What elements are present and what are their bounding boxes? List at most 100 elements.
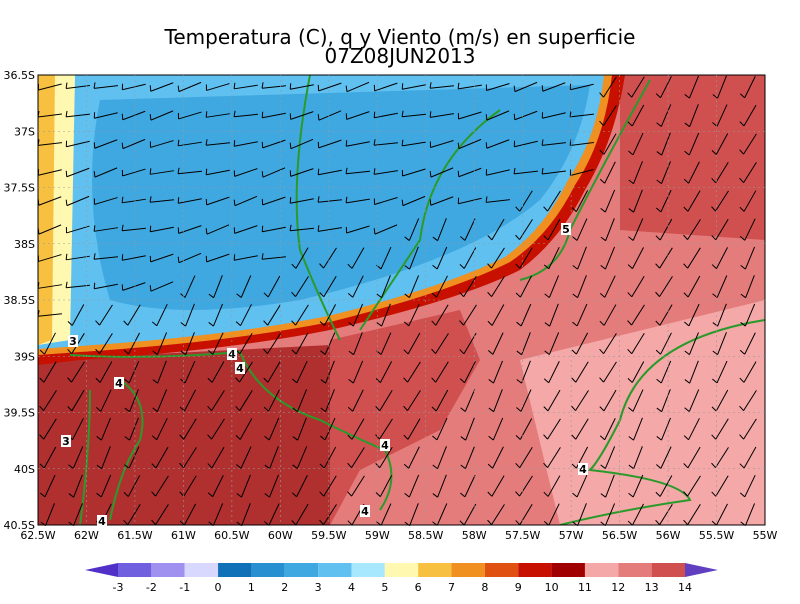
x-axis-label: 60.5W <box>214 529 249 542</box>
barb-tick <box>66 254 67 260</box>
colorbar-segment <box>218 563 251 577</box>
colorbar-label: 6 <box>415 581 422 594</box>
colorbar-segment <box>552 563 585 577</box>
x-axis-label: 55.5W <box>699 529 734 542</box>
barb-tick <box>38 199 39 205</box>
colorbar-segment <box>618 563 651 577</box>
y-axis-label: 38S <box>14 238 35 251</box>
colorbar-label: 12 <box>611 581 625 594</box>
barb-tick <box>206 111 207 117</box>
colorbar-label: 13 <box>645 581 659 594</box>
barb-tick <box>150 85 151 91</box>
barb-tick <box>318 225 319 231</box>
x-axis-label: 59W <box>365 529 390 542</box>
x-axis-label: 56.5W <box>602 529 637 542</box>
contour-label: 5 <box>562 223 570 236</box>
barb-tick <box>458 171 459 177</box>
colorbar-segment <box>185 563 218 577</box>
x-axis-label: 58.5W <box>408 529 443 542</box>
barb-tick <box>318 169 319 175</box>
x-axis-label: 60W <box>268 529 293 542</box>
x-axis-label: 55W <box>753 529 778 542</box>
x-axis-label: 62W <box>74 529 99 542</box>
colorbar-label: 0 <box>215 581 222 594</box>
contour-label: 3 <box>69 335 77 348</box>
barb-tick <box>542 85 543 91</box>
barb-tick <box>430 199 431 205</box>
colorbar-label: 8 <box>481 581 488 594</box>
barb-tick <box>178 140 179 146</box>
y-axis-label: 38.5S <box>4 294 35 307</box>
contour-label: 4 <box>98 515 106 528</box>
colorbar-label: -2 <box>146 581 157 594</box>
colorbar-label: 10 <box>545 581 559 594</box>
colorbar-label: -3 <box>113 581 124 594</box>
y-axis-label: 39S <box>14 350 35 363</box>
colorbar-label: 7 <box>448 581 455 594</box>
barb-tick <box>290 197 291 203</box>
contour-label: 4 <box>381 439 389 452</box>
x-axis-label: 56W <box>656 529 681 542</box>
y-axis-label: 37S <box>14 125 35 138</box>
colorbar-segment <box>518 563 551 577</box>
field <box>38 75 765 525</box>
barb-tick <box>150 168 151 174</box>
y-axis-label: 36.5S <box>4 69 35 82</box>
y-axis-label: 37.5S <box>4 182 35 195</box>
colorbar-segment <box>585 563 618 577</box>
contour-label: 4 <box>228 348 236 361</box>
barb-tick <box>122 197 123 203</box>
colorbar-label: 14 <box>678 581 692 594</box>
colorbar-segment <box>485 563 518 577</box>
y-axis-label: 39.5S <box>4 407 35 420</box>
x-axis-label: 61W <box>171 529 196 542</box>
barb-tick <box>94 142 95 148</box>
barb-tick <box>234 83 235 89</box>
x-axis-label: 61.5W <box>117 529 152 542</box>
barb-tick <box>346 140 347 146</box>
subtitle: 07Z08JUN2013 <box>325 44 476 68</box>
colorbar-label: 9 <box>515 581 522 594</box>
barb-tick <box>514 114 515 120</box>
colorbar-segment <box>151 563 184 577</box>
colorbar-label: 11 <box>578 581 592 594</box>
colorbar-segment <box>452 563 485 577</box>
warm-core <box>38 345 330 525</box>
contour-label: 4 <box>579 463 587 476</box>
x-axis-label: 59.5W <box>311 529 346 542</box>
barb-tick <box>486 142 487 148</box>
colorbar-label: 2 <box>281 581 288 594</box>
colorbar-segment <box>418 563 451 577</box>
x-axis-label: 57.5W <box>505 529 540 542</box>
colorbar-segment <box>118 563 151 577</box>
barb-tick <box>94 225 95 231</box>
colorbar-label: 4 <box>348 581 355 594</box>
colorbar-segment <box>351 563 384 577</box>
colorbar-label: -1 <box>179 581 190 594</box>
colorbar-segment <box>318 563 351 577</box>
colorbar-arrow <box>685 563 718 577</box>
x-axis-label: 57W <box>559 529 584 542</box>
barb-tick <box>346 197 347 203</box>
colorbar-label: 5 <box>381 581 388 594</box>
barb-tick <box>122 114 123 120</box>
barb-tick <box>234 254 235 260</box>
warm-core <box>620 75 765 240</box>
contour-label: 3 <box>62 435 70 448</box>
colorbar-segment <box>251 563 284 577</box>
colorbar-segment <box>385 563 418 577</box>
contour-label: 4 <box>236 362 244 375</box>
y-axis-label: 40S <box>14 463 35 476</box>
barb-tick <box>402 83 403 89</box>
barb-tick <box>402 140 403 146</box>
barb-tick <box>374 168 375 174</box>
barb-tick <box>374 112 375 118</box>
colorbar-label: 1 <box>248 581 255 594</box>
colorbar-segment <box>285 563 318 577</box>
barb-tick <box>430 111 431 117</box>
colorbar-label: 3 <box>315 581 322 594</box>
barb-tick <box>262 226 263 232</box>
barb-tick <box>66 171 67 177</box>
barb-tick <box>38 282 39 288</box>
barb-tick <box>458 83 459 89</box>
